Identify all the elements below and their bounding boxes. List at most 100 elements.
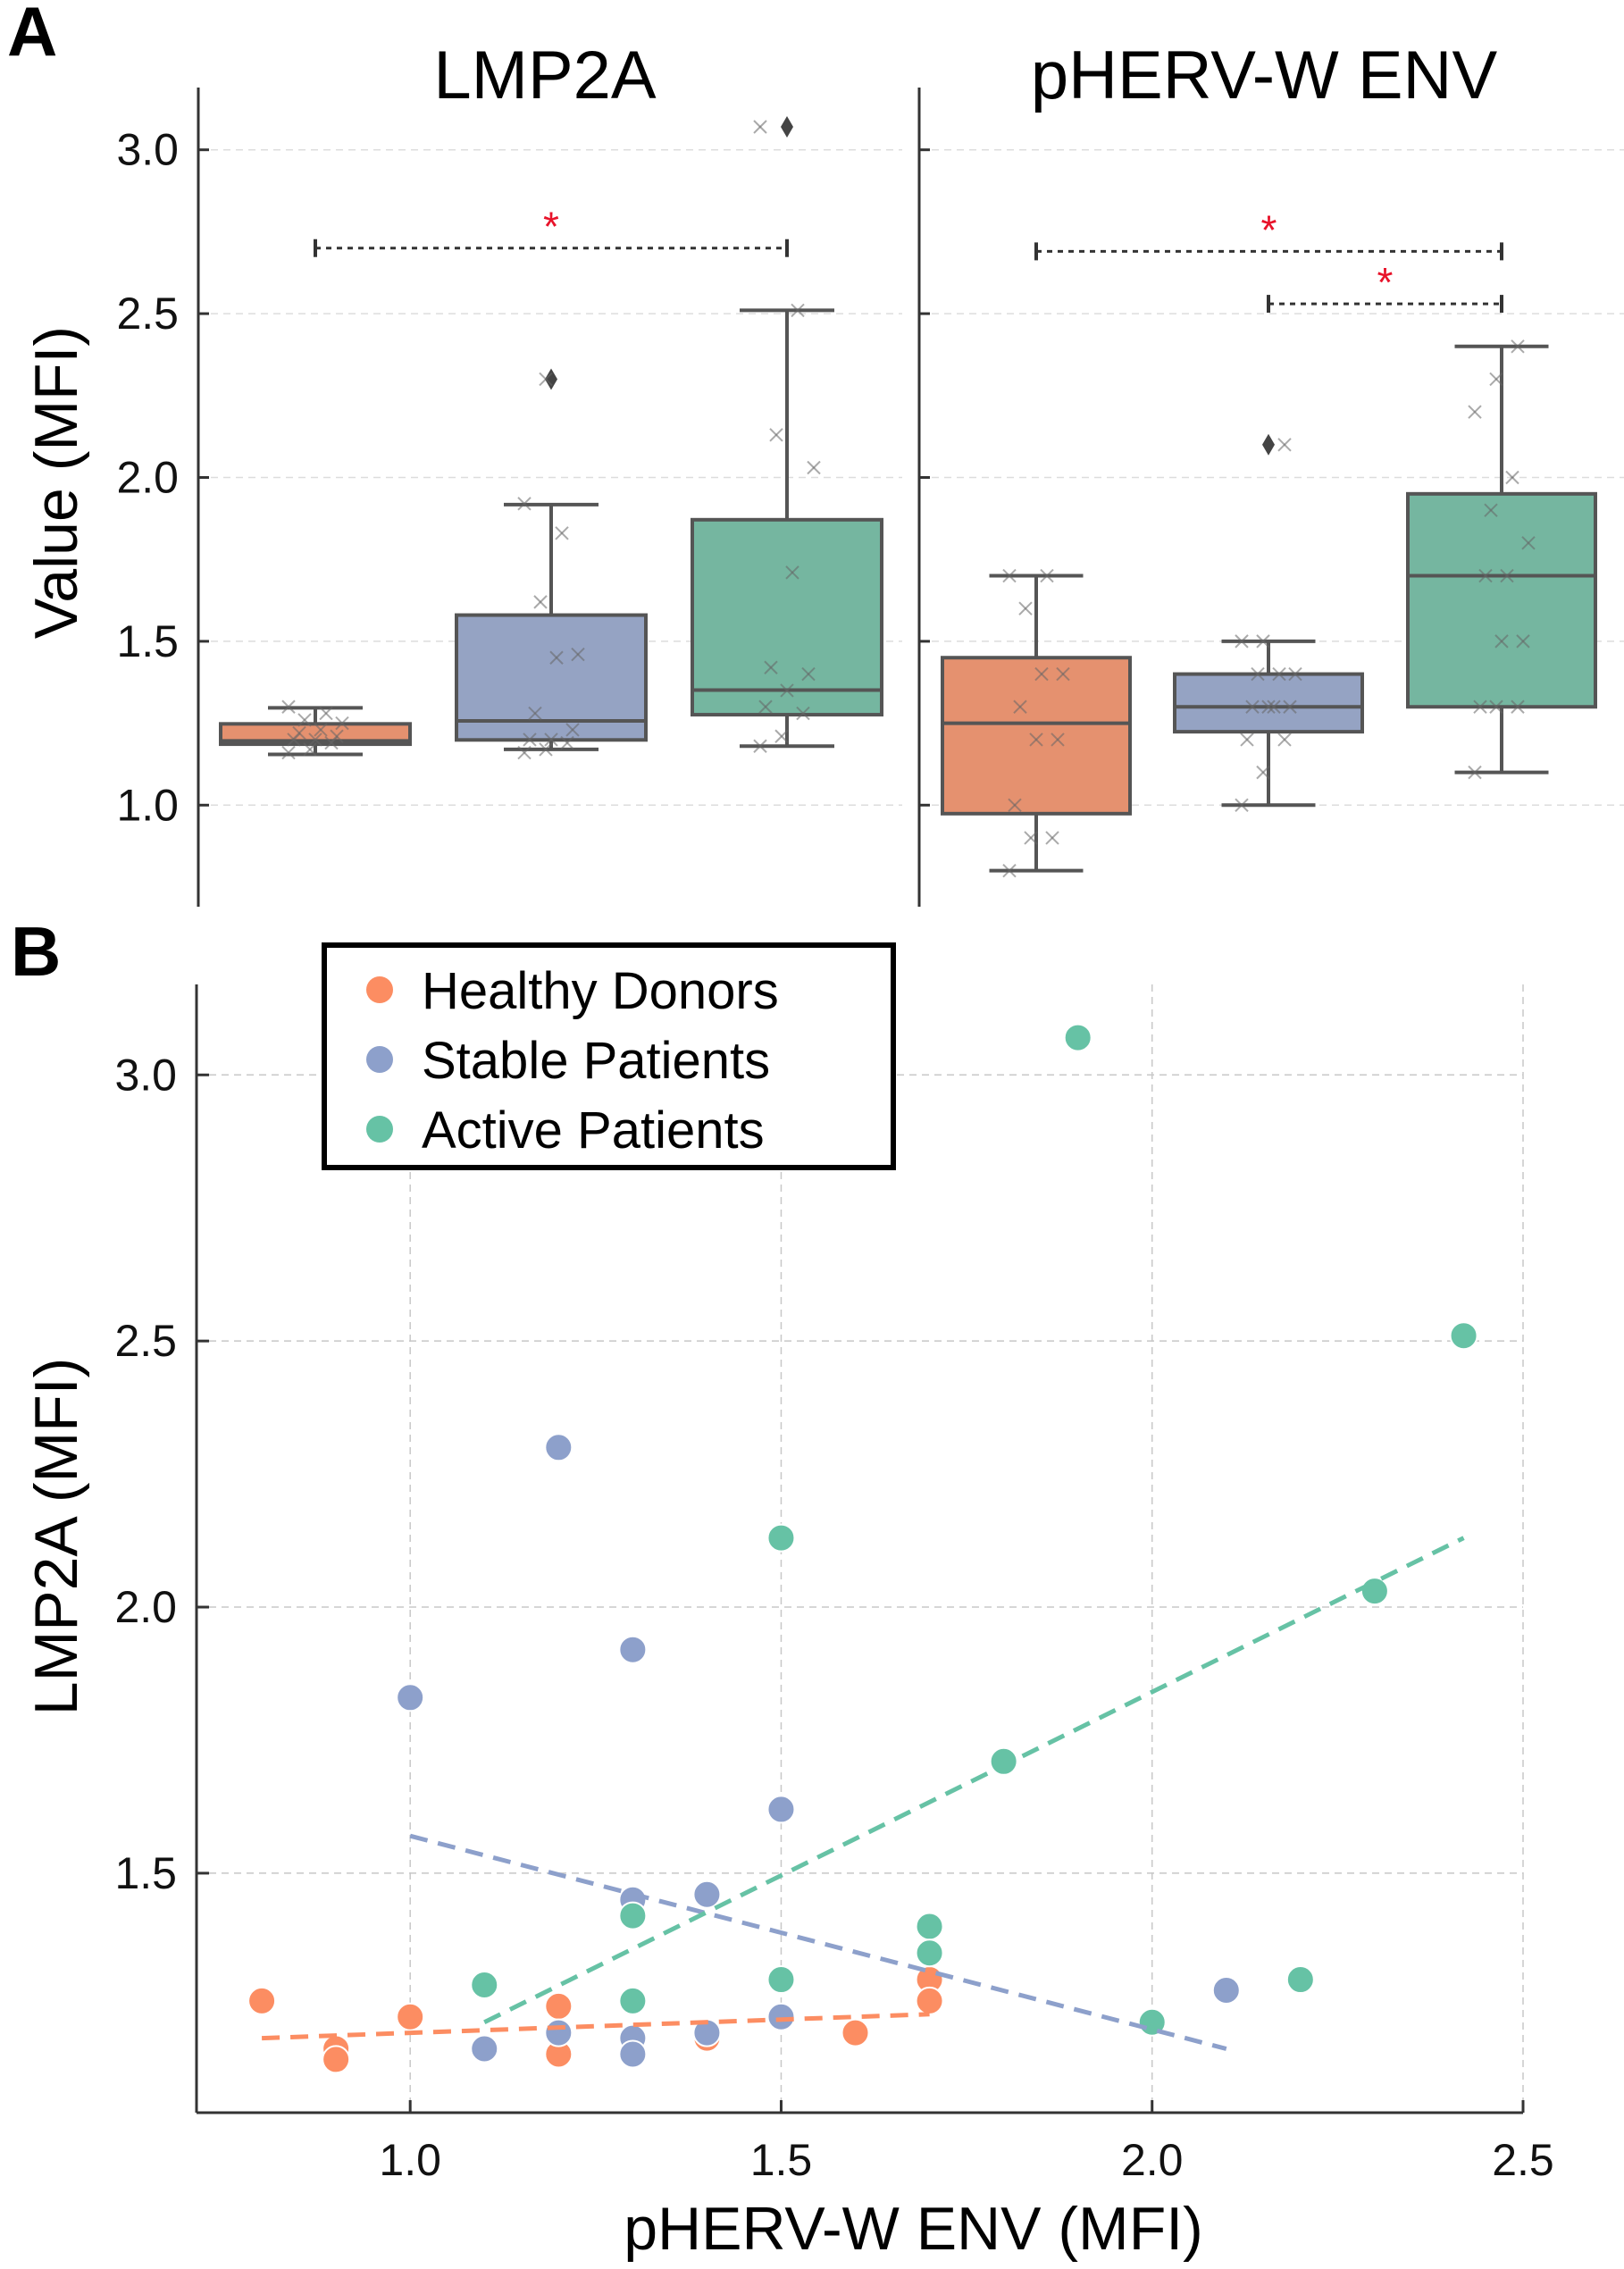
jitter-stroke bbox=[1511, 339, 1525, 354]
subplot-lmp2a: 1.0 1.5 2.0 2.5 3.0 LMP2A * bbox=[116, 38, 902, 907]
legend: Healthy Donors Stable Patients Active Pati… bbox=[322, 942, 896, 1170]
box-iqr bbox=[1406, 491, 1597, 709]
jitter-point bbox=[1013, 699, 1027, 714]
box-healthy-donors bbox=[941, 568, 1132, 878]
jitter-point bbox=[1045, 831, 1059, 845]
box-active-patients bbox=[1406, 339, 1597, 780]
jitter-point bbox=[1034, 666, 1049, 682]
jitter-stroke bbox=[292, 725, 306, 741]
scatter-point bbox=[396, 2002, 425, 2031]
jitter-point bbox=[1489, 699, 1503, 714]
jitter-point bbox=[758, 699, 773, 714]
jitter-point bbox=[1024, 831, 1038, 845]
jitter-stroke bbox=[1256, 765, 1270, 780]
legend-marker-stable-patients bbox=[366, 1046, 393, 1073]
y-tick-label: 2.0 bbox=[116, 452, 179, 502]
scatter-point bbox=[915, 1938, 944, 1968]
y-tick-label: 3.0 bbox=[116, 125, 179, 175]
jitter-point bbox=[297, 713, 312, 727]
significance-star: * bbox=[543, 204, 559, 250]
trend-line-healthy-donors bbox=[261, 2012, 930, 2041]
scatter-point bbox=[1360, 1577, 1389, 1606]
jitter-stroke bbox=[1235, 634, 1249, 649]
box-iqr bbox=[1173, 672, 1364, 734]
jitter-point bbox=[539, 372, 553, 387]
jitter-point bbox=[1505, 470, 1519, 485]
jitter-point bbox=[523, 733, 537, 747]
scatter-point bbox=[841, 2018, 870, 2047]
scatter-point bbox=[915, 1912, 944, 1941]
y-tick-label: 1.0 bbox=[116, 780, 179, 830]
jitter-stroke bbox=[523, 733, 537, 747]
jitter-stroke bbox=[281, 699, 296, 714]
jitter-stroke bbox=[1056, 666, 1070, 682]
jitter-point bbox=[560, 735, 574, 750]
jitter-stroke bbox=[1277, 438, 1292, 452]
jitter-point bbox=[1245, 699, 1260, 714]
jitter-stroke bbox=[780, 683, 794, 698]
jitter-point bbox=[1272, 666, 1286, 682]
jitter-point bbox=[533, 595, 548, 609]
significance-bar: * bbox=[1034, 206, 1503, 261]
panel-a-boxplots: 1.0 1.5 2.0 2.5 3.0 LMP2A * pHERV-W ENV * * Value … bbox=[22, 38, 1624, 907]
jitter-point bbox=[1288, 666, 1302, 682]
jitter-stroke bbox=[330, 729, 344, 743]
x-axis-title: pHERV-W ENV (MFI) bbox=[624, 2195, 1203, 2263]
scatter-point bbox=[692, 2018, 722, 2047]
jitter-stroke bbox=[1034, 666, 1049, 682]
jitter-stroke bbox=[335, 716, 349, 731]
jitter-point bbox=[314, 723, 328, 737]
jitter-stroke bbox=[1029, 733, 1043, 747]
y-tick-label: 3.0 bbox=[114, 1050, 177, 1100]
x-tick-label: 2.5 bbox=[1492, 2135, 1554, 2185]
outlier-marker bbox=[1262, 433, 1275, 456]
outlier-marker bbox=[545, 368, 557, 390]
y-axis-title: LMP2A (MFI) bbox=[22, 1358, 90, 1716]
jitter-point bbox=[1256, 634, 1270, 649]
jitter-point bbox=[1018, 601, 1033, 615]
jitter-point bbox=[565, 723, 580, 737]
jitter-point bbox=[1002, 568, 1017, 583]
jitter-stroke bbox=[1468, 765, 1482, 780]
trend-line-stable-patients bbox=[409, 1833, 1227, 2051]
significance-star: * bbox=[1261, 206, 1277, 253]
scatter-point bbox=[1063, 1023, 1092, 1052]
jitter-point bbox=[1468, 405, 1482, 419]
scatter-point bbox=[544, 1991, 573, 2021]
jitter-point bbox=[1521, 536, 1536, 550]
jitter-point bbox=[1473, 699, 1487, 714]
legend-marker-healthy-donors bbox=[366, 976, 393, 1003]
jitter-stroke bbox=[1272, 666, 1286, 682]
outlier-marker bbox=[781, 116, 793, 138]
y-tick-label: 2.5 bbox=[114, 1316, 177, 1366]
box-stable-patients bbox=[455, 368, 648, 760]
jitter-point bbox=[1267, 699, 1281, 714]
jitter-point bbox=[1484, 503, 1498, 517]
jitter-stroke bbox=[1256, 634, 1270, 649]
scatter-point bbox=[618, 1986, 648, 2015]
jitter-stroke bbox=[319, 706, 333, 721]
jitter-stroke bbox=[571, 647, 585, 662]
y-tick-label: 2.0 bbox=[114, 1582, 177, 1632]
jitter-stroke bbox=[753, 120, 767, 134]
jitter-stroke bbox=[303, 742, 317, 757]
jitter-point bbox=[1277, 733, 1292, 747]
jitter-point bbox=[801, 666, 816, 682]
jitter-point bbox=[785, 565, 799, 580]
jitter-point bbox=[517, 745, 532, 760]
jitter-point bbox=[1056, 666, 1070, 682]
jitter-stroke bbox=[539, 742, 553, 757]
jitter-stroke bbox=[1468, 405, 1482, 419]
jitter-point bbox=[517, 497, 532, 511]
scatter-point bbox=[915, 1986, 944, 2015]
jitter-stroke bbox=[1018, 601, 1033, 615]
jitter-point bbox=[571, 647, 585, 662]
y-tick-label: 2.5 bbox=[116, 289, 179, 339]
jitter-point bbox=[1008, 798, 1022, 812]
jitter-point bbox=[319, 706, 333, 721]
jitter-stroke bbox=[785, 565, 799, 580]
legend-label: Healthy Donors bbox=[422, 962, 779, 1020]
jitter-stroke bbox=[1008, 798, 1022, 812]
scatter-point bbox=[470, 1971, 499, 2000]
